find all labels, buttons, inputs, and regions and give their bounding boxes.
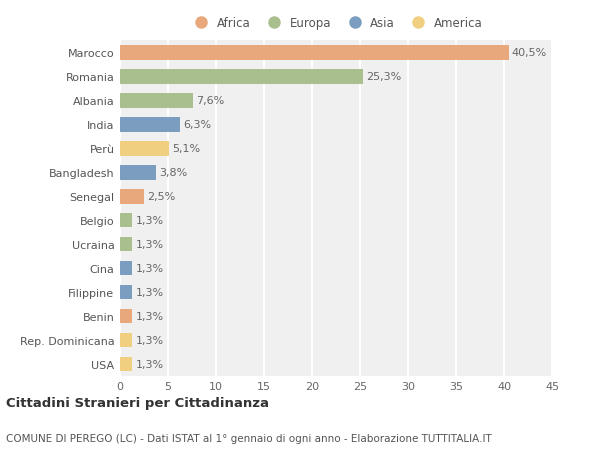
- Bar: [120, 166, 157, 180]
- Bar: [120, 142, 169, 156]
- Text: 40,5%: 40,5%: [512, 48, 547, 58]
- Bar: [120, 190, 144, 204]
- Bar: [120, 238, 133, 252]
- Text: Cittadini Stranieri per Cittadinanza: Cittadini Stranieri per Cittadinanza: [6, 396, 269, 409]
- Bar: [120, 46, 509, 61]
- Text: 1,3%: 1,3%: [136, 312, 163, 322]
- Bar: [120, 94, 193, 108]
- Text: 25,3%: 25,3%: [366, 72, 401, 82]
- Bar: [120, 285, 133, 300]
- Text: 1,3%: 1,3%: [136, 359, 163, 369]
- Text: 1,3%: 1,3%: [136, 288, 163, 297]
- Text: 1,3%: 1,3%: [136, 336, 163, 346]
- Bar: [120, 357, 133, 372]
- Bar: [120, 262, 133, 276]
- Text: 7,6%: 7,6%: [196, 96, 224, 106]
- Text: 1,3%: 1,3%: [136, 263, 163, 274]
- Bar: [120, 309, 133, 324]
- Text: 1,3%: 1,3%: [136, 240, 163, 250]
- Text: 5,1%: 5,1%: [172, 144, 200, 154]
- Bar: [120, 118, 181, 132]
- Text: 3,8%: 3,8%: [160, 168, 188, 178]
- Text: COMUNE DI PEREGO (LC) - Dati ISTAT al 1° gennaio di ogni anno - Elaborazione TUT: COMUNE DI PEREGO (LC) - Dati ISTAT al 1°…: [6, 433, 492, 442]
- Legend: Africa, Europa, Asia, America: Africa, Europa, Asia, America: [187, 14, 485, 32]
- Text: 1,3%: 1,3%: [136, 216, 163, 226]
- Bar: [120, 333, 133, 347]
- Text: 2,5%: 2,5%: [147, 192, 175, 202]
- Bar: [120, 213, 133, 228]
- Bar: [120, 70, 363, 84]
- Text: 6,3%: 6,3%: [184, 120, 211, 130]
